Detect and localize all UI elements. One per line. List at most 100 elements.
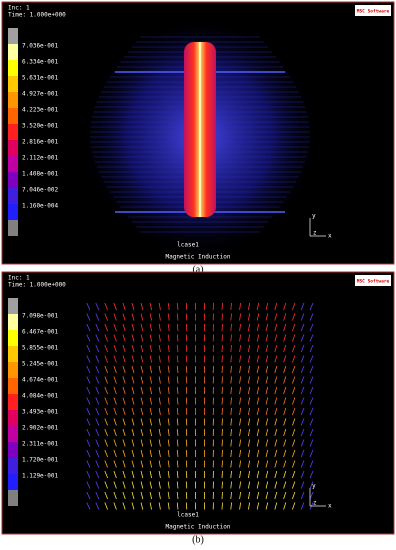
- field-arrow: [230, 344, 232, 353]
- legend-swatch: [8, 394, 18, 410]
- field-arrow: [230, 386, 232, 395]
- field-arrow: [95, 449, 100, 458]
- field-arrow: [104, 502, 108, 510]
- field-arrow: [122, 397, 126, 405]
- field-arrow: [113, 334, 117, 342]
- field-arrow: [309, 449, 314, 458]
- field-arrow: [274, 460, 278, 468]
- field-arrow: [149, 397, 152, 405]
- field-arrow: [104, 313, 108, 321]
- legend-swatch: [8, 44, 18, 60]
- legend-swatch: [8, 490, 18, 506]
- field-arrow: [248, 502, 251, 510]
- triad-z-label: z: [313, 500, 317, 507]
- field-arrow: [292, 491, 296, 500]
- field-arrow: [185, 313, 188, 321]
- field-arrow: [104, 334, 108, 342]
- field-arrow: [86, 397, 91, 405]
- field-arrow: [221, 365, 223, 374]
- legend-label: 4.084e-001: [22, 393, 59, 400]
- field-arrow: [104, 376, 108, 384]
- field-arrow: [131, 334, 135, 342]
- field-arrow: [122, 502, 126, 510]
- legend-swatch: [8, 314, 18, 330]
- field-arrow: [104, 407, 108, 416]
- field-arrow: [86, 365, 91, 374]
- field-arrow: [265, 334, 269, 342]
- field-arrow: [158, 397, 161, 405]
- field-arrow: [274, 365, 278, 374]
- field-arrow: [248, 481, 251, 489]
- field-arrow: [265, 491, 269, 500]
- field-arrow: [265, 449, 269, 458]
- field-arrow: [131, 449, 135, 458]
- field-arrow: [113, 386, 117, 395]
- field-arrow: [300, 502, 305, 510]
- legend-swatch: [8, 410, 18, 426]
- field-arrow: [283, 407, 287, 416]
- field-arrow: [149, 302, 152, 311]
- field-arrow: [149, 386, 152, 395]
- field-arrow: [167, 365, 170, 374]
- legend-swatch: [8, 76, 18, 92]
- field-arrow: [95, 334, 100, 342]
- field-arrow: [309, 386, 314, 395]
- field-arrow: [221, 323, 223, 332]
- field-arrow: [131, 481, 135, 489]
- legend-swatch: [8, 330, 18, 346]
- field-arrow: [95, 344, 100, 353]
- field-arrow: [167, 334, 170, 342]
- field-arrow: [158, 470, 161, 479]
- field-arrow: [256, 470, 260, 479]
- field-arrow: [149, 334, 152, 342]
- field-arrow: [265, 313, 269, 321]
- field-arrow: [176, 470, 179, 479]
- logo-box: [355, 275, 391, 286]
- field-arrow: [167, 481, 170, 489]
- field-arrow: [149, 439, 152, 447]
- field-arrow: [256, 491, 260, 500]
- field-arrow: [185, 376, 188, 384]
- field-arrow: [149, 449, 152, 458]
- field-arrow: [292, 439, 296, 447]
- field-arrow: [292, 334, 296, 342]
- legend-label: 5.245e-001: [22, 361, 59, 368]
- field-arrow: [149, 355, 152, 363]
- field-arrow: [248, 355, 251, 363]
- field-arrow: [248, 397, 251, 405]
- field-arrow: [248, 376, 251, 384]
- field-arrow: [274, 386, 278, 395]
- field-arrow: [140, 428, 144, 437]
- field-arrow: [86, 386, 91, 395]
- field-arrow: [122, 449, 126, 458]
- field-arrow: [265, 470, 269, 479]
- field-arrow: [221, 334, 223, 342]
- field-arrow: [140, 376, 144, 384]
- field-arrow: [104, 439, 108, 447]
- field-arrow: [292, 470, 296, 479]
- legend-label: 7.046e-002: [22, 187, 59, 194]
- field-arrow: [309, 407, 314, 416]
- field-arrow: [248, 439, 251, 447]
- field-arrow: [239, 502, 241, 510]
- legend-swatch: [8, 426, 18, 442]
- field-arrow: [239, 397, 241, 405]
- field-arrow: [185, 491, 188, 500]
- field-arrow: [265, 407, 269, 416]
- field-arrow: [140, 365, 144, 374]
- field-arrow: [95, 386, 100, 395]
- field-arrow: [309, 334, 314, 342]
- field-arrow: [104, 397, 108, 405]
- field-arrow: [95, 491, 100, 500]
- field-arrow: [283, 355, 287, 363]
- field-arrow: [185, 302, 188, 311]
- field-arrow: [158, 302, 161, 311]
- field-arrow: [283, 502, 287, 510]
- legend-swatch: [8, 442, 18, 458]
- field-arrow: [239, 365, 241, 374]
- field-arrow: [167, 302, 170, 311]
- field-arrow: [140, 397, 144, 405]
- field-arrow: [86, 313, 91, 321]
